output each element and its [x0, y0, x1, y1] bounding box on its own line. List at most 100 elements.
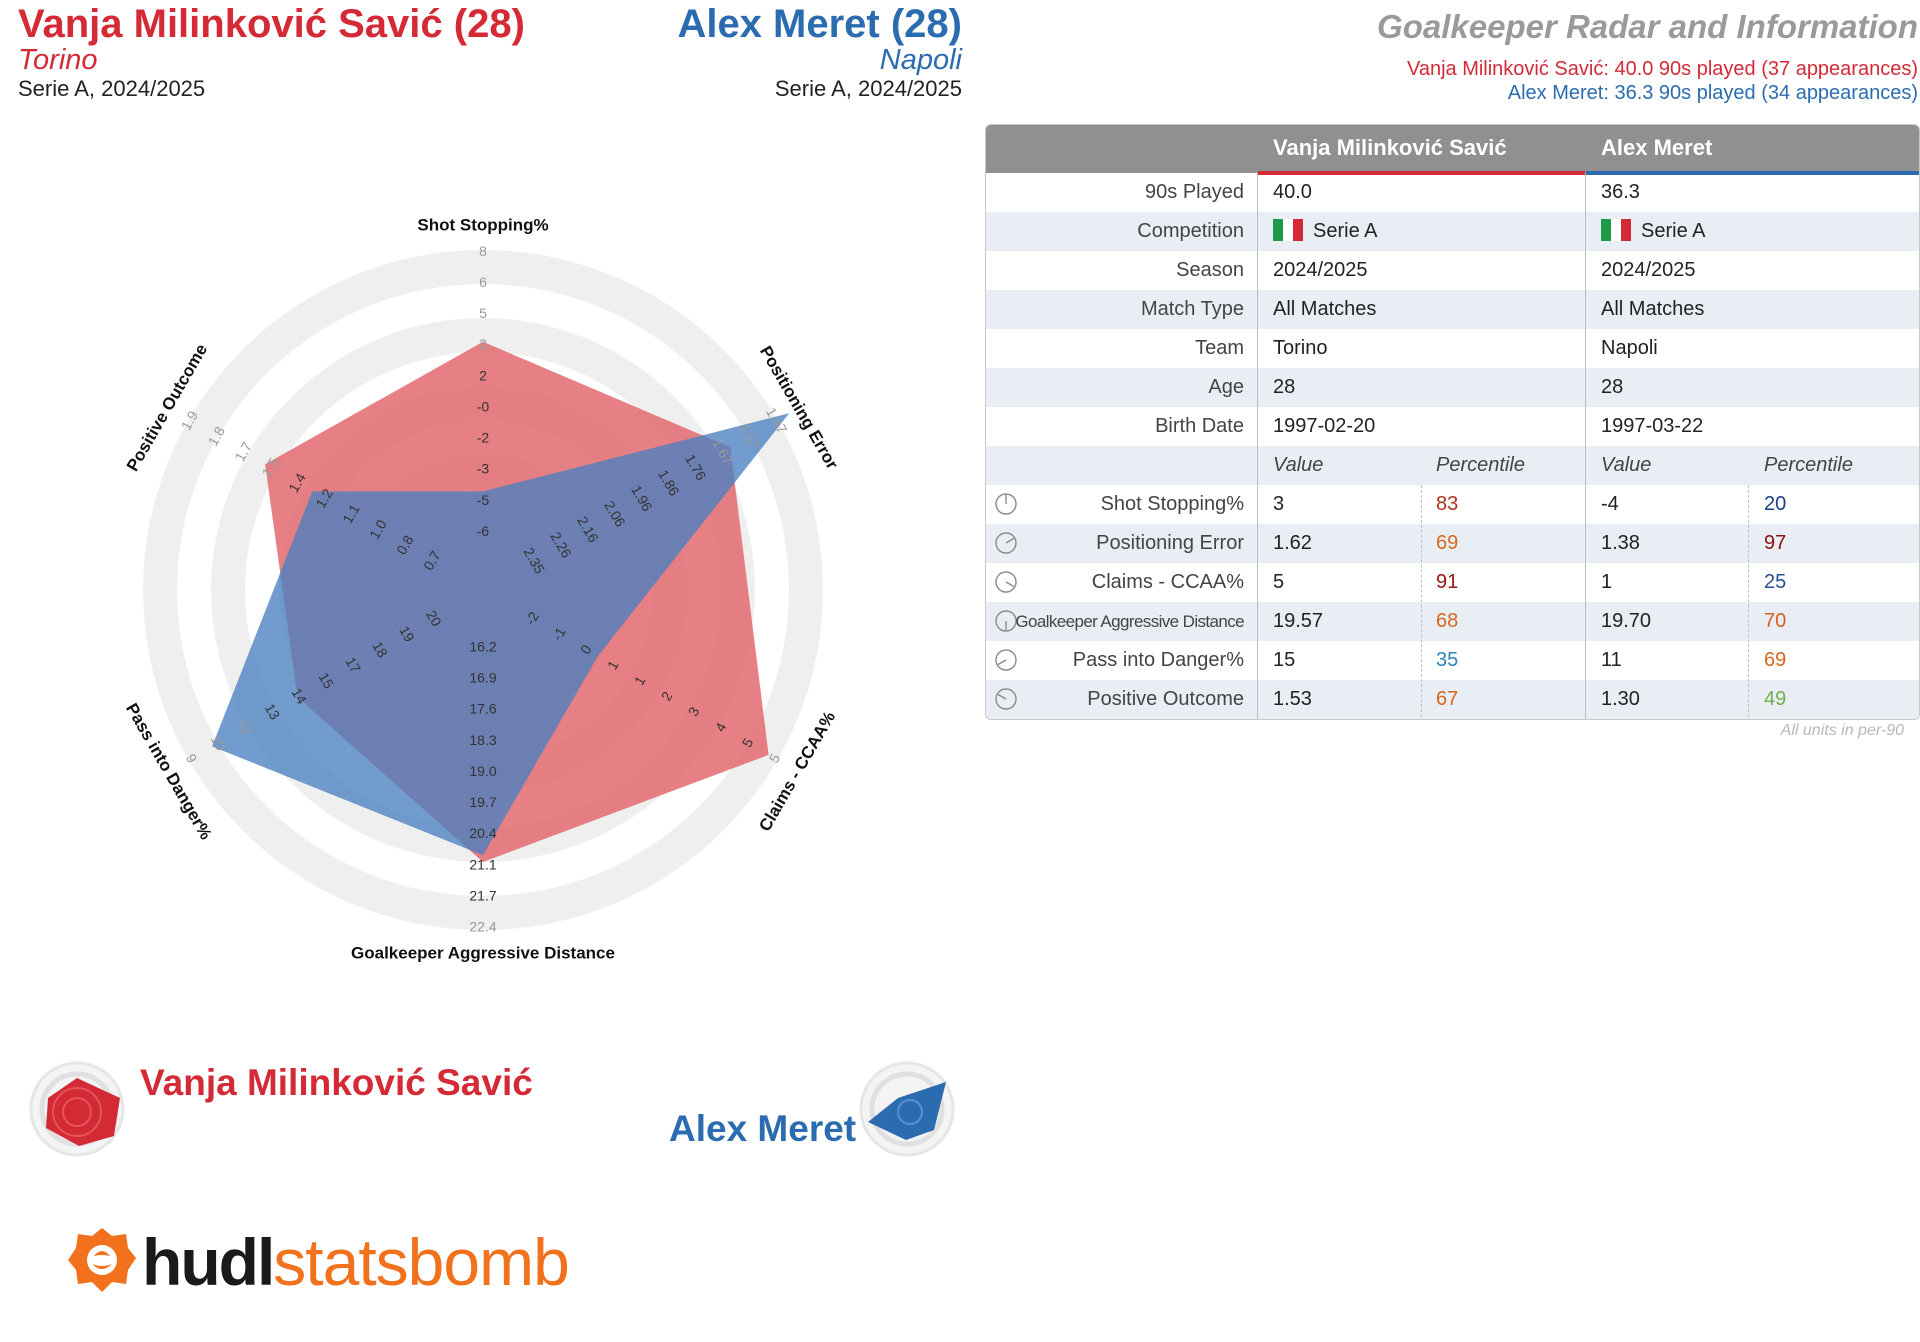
- player2-stat-percentile: 70: [1764, 610, 1787, 632]
- radar-tick-label: 16.2: [469, 639, 496, 655]
- player2-stat-percentile: 97: [1764, 532, 1787, 554]
- logo-hudl: hudl: [142, 1225, 275, 1299]
- radar-tick-label: 2: [479, 367, 487, 383]
- player2-header-underline: [1586, 171, 1919, 175]
- player1-stat-value: 3: [1273, 493, 1285, 515]
- player2-stat-value: -4: [1601, 493, 1619, 515]
- info-row-label: Team: [1195, 337, 1244, 359]
- table-row: Team Torino Napoli: [986, 329, 1919, 368]
- table-row: Goalkeeper Aggressive Distance 19.57 68 19.…: [986, 602, 1919, 641]
- radar-axis-label: Goalkeeper Aggressive Distance: [351, 943, 615, 962]
- table-row: Match Type All Matches All Matches: [986, 290, 1919, 329]
- player1-info-value: 28: [1273, 376, 1296, 398]
- table-row: Positive Outcome 1.53 67 1.30 49: [986, 680, 1919, 719]
- radar-tick-label: 3: [479, 336, 487, 352]
- player1-stat-value: 1.53: [1273, 688, 1312, 710]
- radar-tick-label: 21.1: [469, 856, 496, 872]
- player2-stat-value: 1: [1601, 571, 1613, 593]
- stat-row-label: Shot Stopping%: [1100, 493, 1244, 515]
- units-note: All units in per-90: [1780, 722, 1904, 739]
- percentile-divider: [1421, 485, 1422, 717]
- player1-info-value: 1997-02-20: [1273, 415, 1376, 437]
- table-row: Positioning Error 1.62 69 1.38 97: [986, 524, 1919, 563]
- player2-info-value: All Matches: [1601, 298, 1705, 320]
- player1-legend-label: Vanja Milinković Savić: [140, 1062, 533, 1103]
- player2-played-summary: Alex Meret: 36.3 90s played (34 appearan…: [1507, 82, 1918, 104]
- player2-stat-percentile: 49: [1764, 688, 1787, 710]
- player2-stat-value: 1.30: [1601, 688, 1640, 710]
- logo-statsbomb: statsbomb: [273, 1225, 569, 1299]
- player1-competition: Serie A, 2024/2025: [18, 76, 206, 101]
- value-subheader: Value: [1273, 454, 1324, 476]
- logo-wordmark: hudlstatsbomb: [142, 1224, 570, 1300]
- player2-info-value: Serie A: [1601, 212, 1705, 251]
- info-row-label: Competition: [1137, 220, 1244, 242]
- radar-tick-label: 5: [479, 305, 487, 321]
- table-header-player2: Alex Meret: [1601, 135, 1713, 160]
- player1-stat-percentile: 83: [1436, 493, 1459, 515]
- player1-stat-value: 15: [1273, 649, 1296, 671]
- radar-series-polygon: [212, 413, 790, 856]
- player2-legend-label: Alex Meret: [669, 1108, 857, 1149]
- info-row-label: Match Type: [1140, 298, 1244, 320]
- radar-tick-label: -2: [477, 430, 490, 446]
- player1-legend-icon: [29, 1061, 125, 1157]
- player1-info-value: Torino: [1273, 337, 1328, 359]
- player2-info-value: 36.3: [1601, 181, 1640, 203]
- player2-team: Napoli: [879, 44, 962, 76]
- info-row-label: Birth Date: [1155, 415, 1244, 437]
- italy-flag-icon: [1601, 216, 1631, 241]
- table-row: Competition Serie A Serie A: [986, 212, 1919, 251]
- radar-tick-label: 19: [396, 623, 418, 645]
- stat-row-label: Positive Outcome: [1087, 688, 1244, 710]
- stat-row-label: Goalkeeper Aggressive Distance: [1015, 612, 1244, 631]
- radar-axis-label: Shot Stopping%: [417, 216, 548, 235]
- player1-played-summary: Vanja Milinković Savić: 40.0 90s played …: [1406, 58, 1918, 80]
- player1-info-value: Serie A: [1273, 212, 1377, 251]
- stat-dial-icon: [995, 610, 1017, 632]
- table-row: Season 2024/2025 2024/2025: [986, 251, 1919, 290]
- player1-info-value: All Matches: [1273, 298, 1377, 320]
- player1-stat-value: 19.57: [1273, 610, 1324, 632]
- radar-tick-label: 18.3: [469, 732, 496, 748]
- radar-tick-label: 18: [369, 639, 391, 661]
- radar-tick-label: 22.4: [469, 919, 496, 935]
- percentile-subheader: Percentile: [1436, 454, 1525, 476]
- table-row: Age 28 28: [986, 368, 1919, 407]
- info-row-label: Season: [1176, 259, 1244, 281]
- player2-info-value: 2024/2025: [1601, 259, 1696, 281]
- percentile-divider: [1748, 485, 1749, 717]
- radar-tick-label: 20.4: [469, 825, 496, 841]
- stat-dial-icon: [995, 493, 1017, 515]
- player1-stat-percentile: 91: [1436, 571, 1459, 593]
- italy-flag-icon: [1273, 216, 1303, 241]
- stat-row-label: Pass into Danger%: [1072, 649, 1244, 671]
- player1-stat-percentile: 69: [1436, 532, 1459, 554]
- stat-row-label: Claims - CCAA%: [1091, 571, 1244, 593]
- radar-tick-label: -5: [477, 492, 490, 508]
- radar-tick-label: 6: [479, 274, 487, 290]
- player2-stat-value: 1.38: [1601, 532, 1640, 554]
- stat-dial-icon: [995, 649, 1017, 671]
- stat-dial-icon: [995, 688, 1017, 710]
- table-row: Value Percentile Value Percentile: [986, 446, 1919, 485]
- percentile-subheader: Percentile: [1764, 454, 1853, 476]
- player2-legend-icon: [859, 1061, 955, 1157]
- player2-stat-percentile: 25: [1764, 571, 1787, 593]
- table-header-player1: Vanja Milinković Savić: [1273, 135, 1507, 160]
- radar-tick-label: 15: [316, 670, 338, 692]
- player1-info-value: 40.0: [1273, 181, 1312, 203]
- radar-tick-label: 13: [262, 701, 284, 723]
- column-divider: [1585, 173, 1586, 719]
- info-row-label: Age: [1208, 376, 1244, 398]
- player1-stat-percentile: 35: [1436, 649, 1459, 671]
- radar-tick-label: 20: [423, 608, 445, 630]
- radar-tick-label: 12: [235, 716, 257, 738]
- player2-stat-percentile: 20: [1764, 493, 1787, 515]
- radar-info-title: Goalkeeper Radar and Information: [1377, 8, 1918, 45]
- table-row: Claims - CCAA% 5 91 1 25: [986, 563, 1919, 602]
- radar-tick-label: -0: [477, 399, 490, 415]
- value-subheader: Value: [1601, 454, 1652, 476]
- stat-dial-icon: [995, 532, 1017, 554]
- player1-stat-percentile: 67: [1436, 688, 1459, 710]
